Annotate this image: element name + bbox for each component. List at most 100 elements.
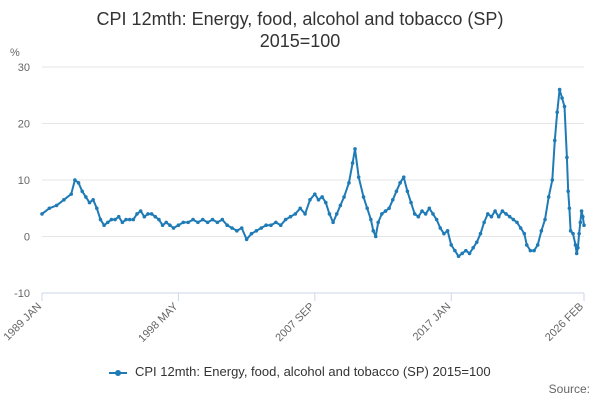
series-point (164, 220, 169, 225)
series-point (171, 226, 176, 230)
series-point (577, 231, 581, 236)
series-point (550, 178, 555, 182)
series-point (438, 226, 443, 230)
series-point (478, 231, 483, 236)
series-point (467, 251, 472, 256)
y-tick-label: 30 (18, 62, 30, 74)
series-point (160, 223, 165, 227)
series-point (54, 203, 59, 208)
series-point (405, 189, 410, 194)
x-tick-label: 2007 SEP (273, 301, 317, 345)
series-point (91, 197, 95, 202)
y-axis-unit-label: % (10, 47, 20, 59)
series-point (539, 229, 544, 233)
series-point (394, 189, 399, 194)
series-point (320, 195, 324, 199)
series-point (200, 217, 205, 222)
series-point (571, 231, 575, 236)
series-point (387, 206, 391, 211)
x-tick-label: 1989 JAN (1, 301, 44, 344)
x-tick-label: 1998 MAY (136, 300, 181, 345)
series-point (568, 229, 573, 233)
series-point (342, 195, 346, 199)
series-point (113, 217, 117, 222)
series-point (434, 217, 439, 222)
series-point (205, 220, 210, 225)
series-point (493, 209, 497, 213)
series-point (557, 87, 562, 92)
series-point (373, 234, 378, 239)
series-point (522, 231, 527, 236)
series-point (105, 220, 110, 225)
series-point (157, 217, 161, 222)
series-point (573, 243, 578, 247)
y-tick-label: 20 (18, 119, 30, 131)
series-point (124, 217, 128, 222)
series-point (316, 197, 321, 202)
series-point (565, 155, 569, 160)
series-point (168, 223, 172, 227)
series-point (353, 147, 357, 151)
series-point (552, 138, 557, 143)
series-point (412, 212, 417, 216)
series-point (176, 223, 181, 227)
series-point (460, 251, 465, 256)
series-point (254, 229, 259, 233)
y-tick-label: 0 (24, 232, 30, 244)
series-point (95, 206, 99, 211)
series-point (578, 220, 583, 225)
series-point (186, 220, 190, 225)
series-point (153, 214, 158, 219)
series-point (518, 226, 523, 230)
series-point (264, 223, 268, 227)
series-point (127, 217, 132, 222)
series-point (511, 217, 516, 222)
series-point (76, 181, 81, 185)
series-line (41, 88, 585, 258)
series-point (47, 206, 52, 211)
series-point (535, 243, 540, 247)
series-point (142, 214, 147, 219)
series-point (515, 220, 519, 225)
series-point (562, 104, 567, 109)
series-point (244, 237, 249, 242)
legend[interactable]: CPI 12mth: Energy, food, alcohol and tob… (0, 364, 600, 379)
series-point (269, 223, 273, 227)
series-point (489, 214, 494, 219)
series-point (347, 181, 351, 185)
series-point (356, 175, 361, 179)
series-point (416, 214, 421, 219)
series-point (138, 209, 143, 213)
series-point (528, 248, 533, 253)
series-point (225, 223, 229, 227)
series-point (449, 243, 454, 247)
series-point (453, 248, 457, 253)
chart-subtitle: 2015=100 (259, 31, 341, 51)
series-point (120, 220, 125, 225)
series-point (420, 209, 424, 213)
series-point (464, 248, 468, 253)
series-point (555, 110, 560, 114)
series-point (456, 254, 461, 259)
series-point (131, 217, 136, 222)
series-point (298, 206, 303, 211)
series-point (278, 223, 283, 227)
series-point (582, 223, 586, 227)
legend-series-marker-icon (109, 368, 128, 378)
series-point (283, 217, 288, 222)
series-point (73, 178, 77, 182)
series-point (431, 212, 435, 216)
y-tick-label: -10 (14, 288, 30, 300)
chart-title: CPI 12mth: Energy, food, alcohol and tob… (0, 8, 600, 52)
series-point (576, 246, 580, 250)
series-point (427, 206, 432, 211)
series-point (191, 217, 195, 222)
series-point (365, 206, 370, 211)
series-point (230, 226, 234, 230)
x-tick-label: 2017 JAN (411, 301, 454, 344)
series-point (383, 209, 388, 213)
y-tick-label: 10 (18, 175, 30, 187)
series-point (543, 217, 547, 222)
series-point (303, 212, 307, 216)
